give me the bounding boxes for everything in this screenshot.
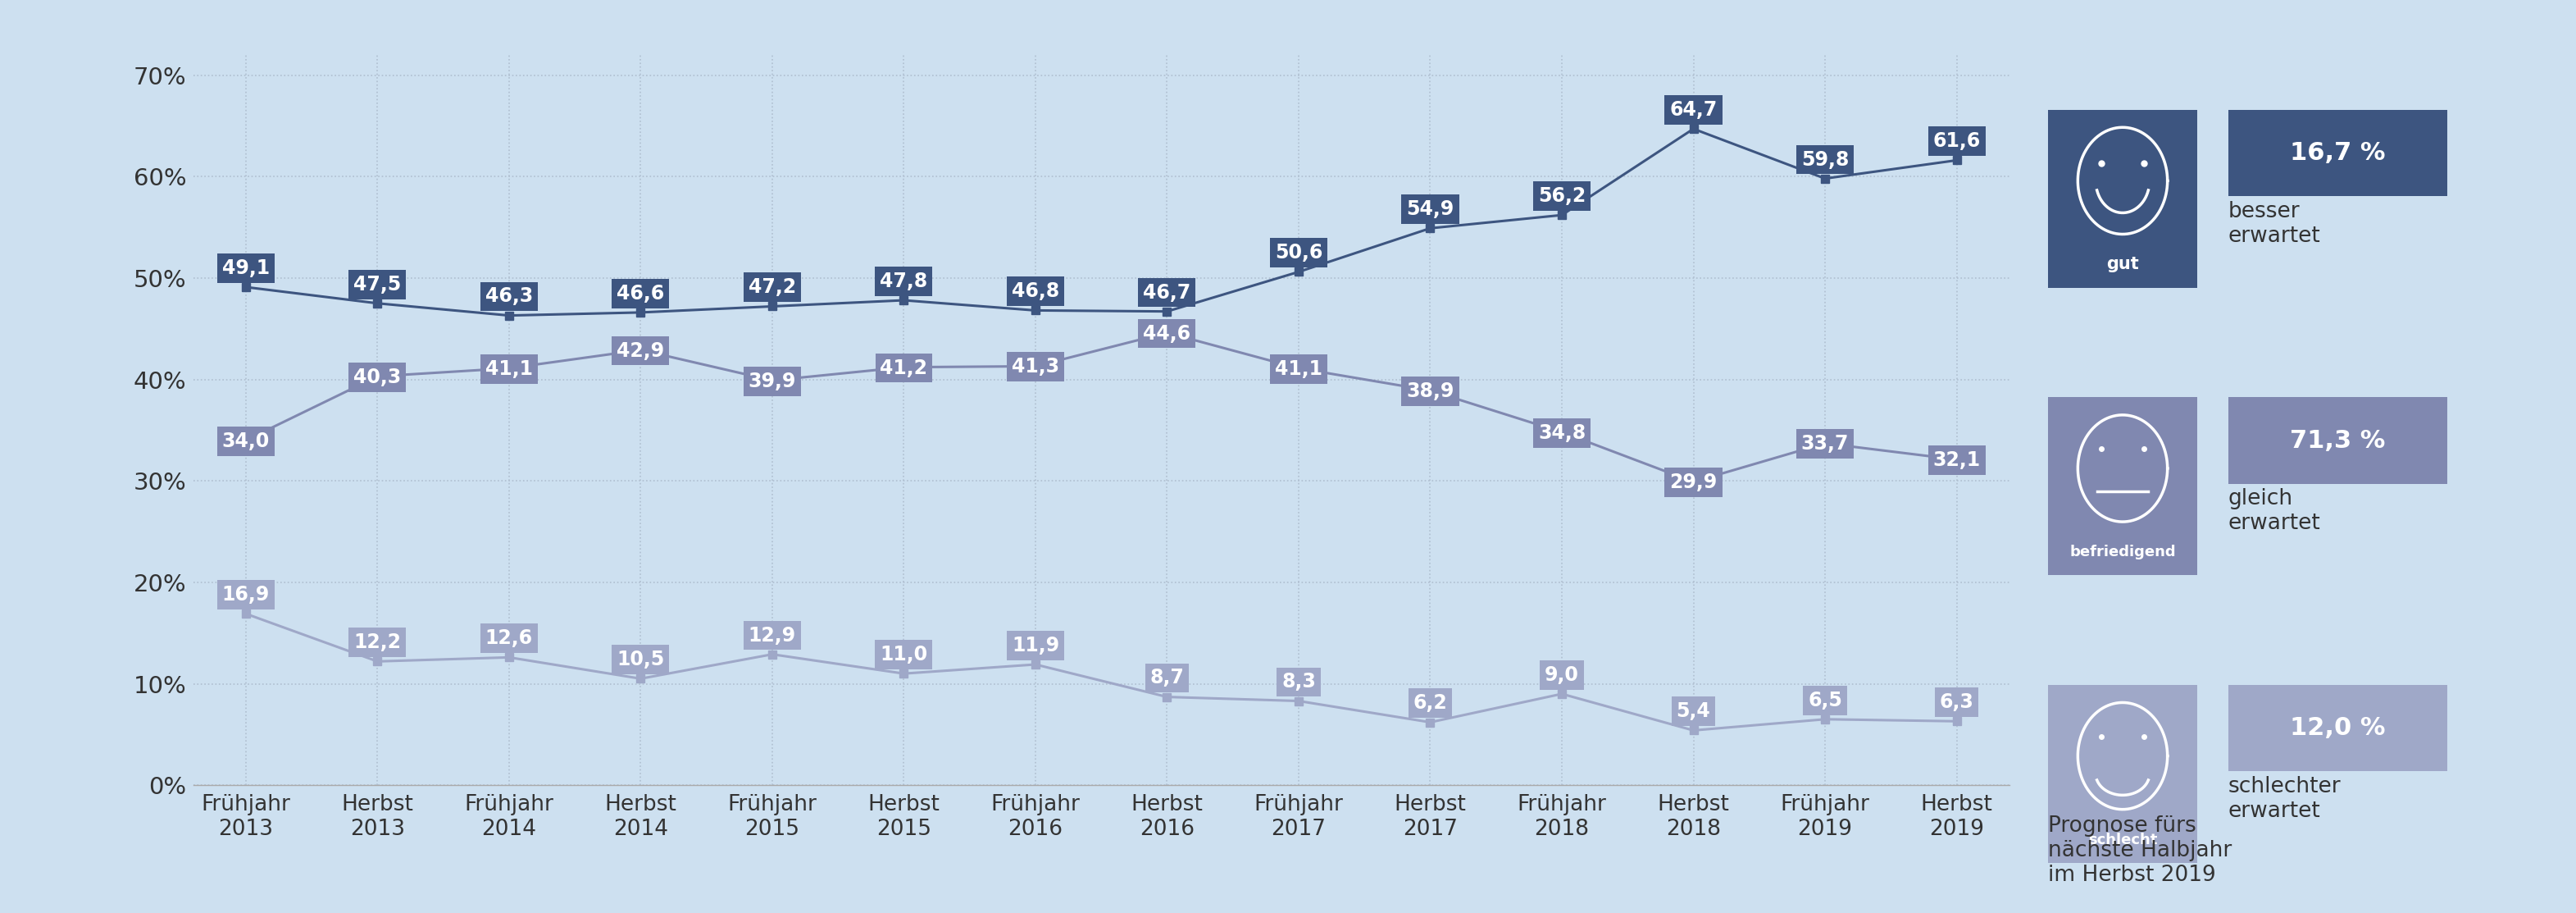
- Text: 6,5: 6,5: [1808, 690, 1842, 710]
- Text: 33,7: 33,7: [1801, 435, 1850, 454]
- Text: gut: gut: [2107, 257, 2138, 273]
- Text: 6,3: 6,3: [1940, 692, 1973, 712]
- Text: 61,6: 61,6: [1932, 131, 1981, 152]
- Text: 12,6: 12,6: [484, 628, 533, 648]
- Text: 41,1: 41,1: [484, 359, 533, 379]
- Text: schlecht: schlecht: [2089, 833, 2156, 847]
- Text: 10,5: 10,5: [616, 650, 665, 669]
- Text: 12,0 %: 12,0 %: [2290, 716, 2385, 740]
- Text: 12,9: 12,9: [750, 625, 796, 645]
- Text: 8,3: 8,3: [1280, 672, 1316, 692]
- Text: 46,3: 46,3: [484, 287, 533, 307]
- Text: 12,2: 12,2: [353, 633, 402, 652]
- Text: 8,7: 8,7: [1149, 668, 1185, 687]
- Text: 16,9: 16,9: [222, 585, 270, 604]
- Text: 44,6: 44,6: [1144, 323, 1190, 343]
- Text: 41,1: 41,1: [1275, 359, 1321, 379]
- Text: 38,9: 38,9: [1406, 382, 1455, 401]
- Text: 34,0: 34,0: [222, 431, 270, 451]
- Text: 29,9: 29,9: [1669, 473, 1718, 492]
- Text: 16,7 %: 16,7 %: [2290, 141, 2385, 165]
- Text: 32,1: 32,1: [1932, 450, 1981, 470]
- Text: 64,7: 64,7: [1669, 100, 1718, 120]
- Text: 50,6: 50,6: [1275, 243, 1321, 263]
- Text: schlechter
erwartet: schlechter erwartet: [2228, 776, 2342, 822]
- Text: 34,8: 34,8: [1538, 423, 1587, 443]
- Text: 59,8: 59,8: [1801, 150, 1850, 170]
- Text: 46,8: 46,8: [1012, 281, 1059, 301]
- Text: 46,6: 46,6: [616, 284, 665, 303]
- Text: 41,3: 41,3: [1012, 357, 1059, 377]
- Text: 46,7: 46,7: [1144, 283, 1190, 302]
- Text: 56,2: 56,2: [1538, 186, 1587, 206]
- Text: 9,0: 9,0: [1546, 665, 1579, 685]
- Text: 47,5: 47,5: [353, 275, 402, 294]
- Text: Prognose fürs
nächste Halbjahr
im Herbst 2019: Prognose fürs nächste Halbjahr im Herbst…: [2048, 815, 2231, 886]
- Text: 54,9: 54,9: [1406, 199, 1453, 219]
- Text: 41,2: 41,2: [881, 358, 927, 378]
- Text: besser
erwartet: besser erwartet: [2228, 201, 2321, 247]
- Text: 47,2: 47,2: [750, 278, 796, 298]
- Text: 40,3: 40,3: [353, 367, 402, 387]
- Text: 39,9: 39,9: [747, 372, 796, 391]
- Text: 71,3 %: 71,3 %: [2290, 428, 2385, 453]
- Text: gleich
erwartet: gleich erwartet: [2228, 488, 2321, 534]
- Text: 42,9: 42,9: [616, 341, 665, 361]
- Text: 47,8: 47,8: [881, 271, 927, 291]
- Text: 5,4: 5,4: [1677, 701, 1710, 721]
- Text: 11,9: 11,9: [1012, 635, 1059, 656]
- Text: 11,0: 11,0: [881, 645, 927, 665]
- Text: 49,1: 49,1: [222, 258, 270, 278]
- Text: befriedigend: befriedigend: [2069, 545, 2177, 560]
- Text: 6,2: 6,2: [1414, 694, 1448, 713]
